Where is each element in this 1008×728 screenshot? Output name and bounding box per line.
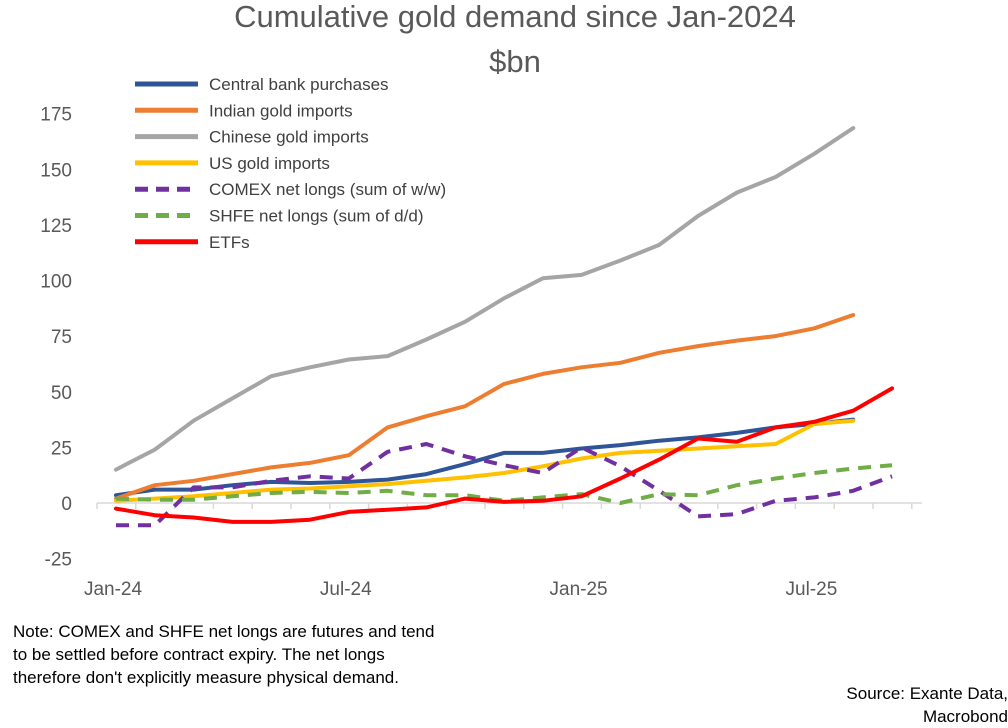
x-tick-label: Jan-24: [84, 579, 143, 600]
legend-label: SHFE net longs (sum of d/d): [209, 207, 423, 226]
legend-label: Central bank purchases: [209, 75, 389, 94]
series-line-central-bank-purchases: [114, 417, 856, 498]
series-line-comex-net-longs-sum-of-w-w: [116, 442, 893, 528]
y-tick-label: 150: [40, 160, 72, 181]
chart-title: Cumulative gold demand since Jan-2024: [234, 0, 796, 34]
y-tick-label: 0: [61, 494, 72, 515]
y-tick-label: 25: [51, 438, 72, 459]
series-lines: [114, 126, 894, 528]
y-axis-ticks: -25 0 25 50 75 100 125 150 175: [40, 105, 72, 571]
source-line: Macrobond: [922, 707, 1008, 726]
series-line-us-gold-imports: [114, 418, 856, 503]
legend-label: Chinese gold imports: [209, 128, 369, 147]
x-tick-label: Jul-25: [786, 579, 838, 600]
y-tick-label: 125: [40, 216, 72, 237]
y-tick-label: -25: [45, 550, 72, 571]
x-tick-label: Jul-24: [320, 579, 372, 600]
chart-subtitle: $bn: [489, 44, 541, 79]
series-line-etfs: [114, 386, 894, 524]
legend-label: Indian gold imports: [209, 101, 353, 120]
chart-note: Note: COMEX and SHFE net longs are futur…: [13, 620, 493, 689]
source-line: Source: Exante Data,: [846, 684, 1008, 703]
note-line: Note: COMEX and SHFE net longs are futur…: [13, 622, 435, 641]
legend-label: COMEX net longs (sum of w/w): [209, 180, 446, 199]
x-axis-ticks: Jan-24 Jul-24 Jan-25 Jul-25: [84, 579, 837, 600]
series-line-chinese-gold-imports: [114, 126, 856, 472]
y-tick-label: 75: [51, 327, 72, 348]
x-tick-label: Jan-25: [550, 579, 608, 600]
legend-label: US gold imports: [209, 154, 330, 173]
legend: Central bank purchases Indian gold import…: [135, 75, 446, 252]
y-tick-label: 100: [40, 272, 72, 293]
note-line: therefore don't explicitly measure physi…: [13, 668, 399, 687]
legend-label: ETFs: [209, 233, 250, 252]
y-tick-label: 50: [51, 383, 72, 404]
x-axis: [96, 502, 922, 509]
y-tick-label: 175: [40, 105, 72, 126]
series-line-indian-gold-imports: [114, 313, 856, 501]
chart-source: Source: Exante Data, Macrobond: [748, 682, 1008, 728]
note-line: to be settled before contract expiry. Th…: [13, 645, 385, 664]
